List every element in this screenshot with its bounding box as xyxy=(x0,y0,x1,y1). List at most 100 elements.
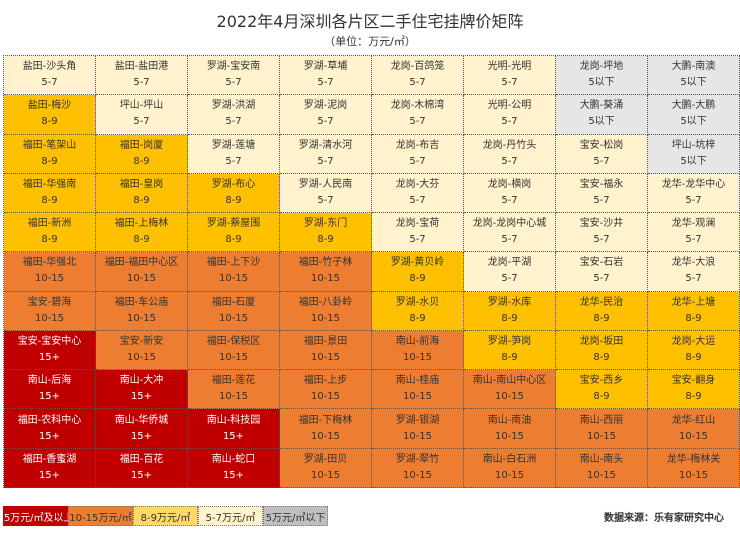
matrix-cell: 福田-八卦岭 10-15 xyxy=(280,291,372,331)
cell-area-name: 宝安-松岗 xyxy=(579,139,624,151)
cell-area-name: 宝安-新安 xyxy=(119,336,164,348)
cell-area-name: 福田-岗厦 xyxy=(119,139,164,151)
cell-price-range: 10-15 xyxy=(34,273,65,285)
cell-price-range: 10-15 xyxy=(494,391,525,403)
matrix-cell: 龙华-大浪 5-7 xyxy=(648,252,740,292)
cell-area-name: 南山-后海 xyxy=(27,375,72,387)
cell-area-name: 南山-南山中心区 xyxy=(472,375,547,387)
cell-area-name: 罗湖-洪湖 xyxy=(211,100,256,112)
price-matrix: 盐田-沙头角 5-7 盐田-盐田港 5-7 罗湖-宝安南 5-7 罗湖-草埔 5-7 龙岗-百鸽… xyxy=(3,55,740,488)
matrix-cell: 大鹏-葵涌 5以下 xyxy=(556,95,648,135)
matrix-cell: 坪山-坑梓 5以下 xyxy=(648,134,740,174)
cell-price-range: 5-7 xyxy=(501,116,518,128)
matrix-cell: 龙岗-坪地 5以下 xyxy=(556,56,648,96)
cell-price-range: 5-7 xyxy=(317,155,334,167)
matrix-cell: 大鹏-南澳 5以下 xyxy=(648,56,740,96)
cell-price-range: 8-9 xyxy=(41,234,58,246)
cell-area-name: 南山-前海 xyxy=(395,336,440,348)
cell-area-name: 罗湖-黄贝岭 xyxy=(390,257,445,269)
matrix-cell: 龙岗-丹竹头 5-7 xyxy=(464,134,556,174)
matrix-cell: 龙岗-宝荷 5-7 xyxy=(372,213,464,253)
matrix-cell: 罗湖-泥岗 5-7 xyxy=(280,95,372,135)
cell-area-name: 罗湖-东门 xyxy=(303,218,348,230)
matrix-cell: 福田-岗厦 8-9 xyxy=(96,134,188,174)
cell-area-name: 福田-华强南 xyxy=(22,178,77,190)
cell-area-name: 福田-新洲 xyxy=(27,218,72,230)
cell-price-range: 5-7 xyxy=(317,194,334,206)
cell-area-name: 罗湖-草埔 xyxy=(303,61,348,73)
matrix-cell: 龙华-梅林关 10-15 xyxy=(648,448,740,488)
cell-price-range: 15+ xyxy=(38,352,61,364)
cell-price-range: 8-9 xyxy=(133,194,150,206)
cell-price-range: 5-7 xyxy=(593,155,610,167)
cell-price-range: 8-9 xyxy=(593,352,610,364)
matrix-cell: 罗湖-莲塘 5-7 xyxy=(188,134,280,174)
matrix-cell: 宝安-西乡 8-9 xyxy=(556,370,648,410)
matrix-cell: 坪山-坪山 5-7 xyxy=(96,95,188,135)
cell-area-name: 罗湖-田贝 xyxy=(303,453,348,465)
cell-price-range: 5-7 xyxy=(501,234,518,246)
cell-price-range: 5-7 xyxy=(41,77,58,89)
matrix-cell: 南山-大冲 15+ xyxy=(96,370,188,410)
cell-area-name: 福田-保税区 xyxy=(206,336,261,348)
cell-area-name: 罗湖-水贝 xyxy=(395,296,440,308)
matrix-cell: 福田-新洲 8-9 xyxy=(4,213,96,253)
cell-area-name: 南山-科技园 xyxy=(206,414,261,426)
matrix-cell: 罗湖-人民南 5-7 xyxy=(280,173,372,214)
matrix-cell: 福田-车公庙 10-15 xyxy=(96,291,188,331)
cell-area-name: 龙岗-木棉湾 xyxy=(390,100,445,112)
matrix-cell: 罗湖-宝安南 5-7 xyxy=(188,56,280,96)
cell-area-name: 罗湖-泥岗 xyxy=(303,100,348,112)
cell-area-name: 福田-石厦 xyxy=(211,296,256,308)
cell-price-range: 5以下 xyxy=(680,77,707,89)
cell-area-name: 龙华-民治 xyxy=(579,296,624,308)
matrix-cell: 龙岗-百鸽笼 5-7 xyxy=(372,56,464,96)
cell-price-range: 10-15 xyxy=(218,273,249,285)
cell-price-range: 15+ xyxy=(130,430,153,442)
cell-price-range: 10-15 xyxy=(494,469,525,481)
matrix-cell: 罗湖-翠竹 10-15 xyxy=(372,448,464,488)
matrix-cell: 福田-下梅林 10-15 xyxy=(280,409,372,449)
cell-price-range: 5-7 xyxy=(501,194,518,206)
cell-price-range: 15+ xyxy=(130,391,153,403)
cell-price-range: 10-15 xyxy=(586,469,617,481)
matrix-cell: 罗湖-草埔 5-7 xyxy=(280,56,372,96)
matrix-cell: 南山-西丽 10-15 xyxy=(556,409,648,449)
cell-area-name: 罗湖-水库 xyxy=(487,296,532,308)
legend-below-5: 5万元/㎡以下 xyxy=(263,506,328,526)
cell-price-range: 5-7 xyxy=(409,155,426,167)
legend-8-9: 8-9万元/㎡ xyxy=(133,506,198,526)
cell-price-range: 10-15 xyxy=(402,469,433,481)
matrix-cell: 福田-景田 10-15 xyxy=(280,330,372,371)
matrix-cell: 宝安-松岗 5-7 xyxy=(556,134,648,174)
cell-area-name: 龙华-观澜 xyxy=(671,218,716,230)
chart-title: 2022年4月深圳各片区二手住宅挂牌价矩阵 xyxy=(216,12,524,31)
matrix-cell: 大鹏-大鹏 5以下 xyxy=(648,95,740,135)
cell-price-range: 15+ xyxy=(38,469,61,481)
cell-area-name: 龙岗-布吉 xyxy=(395,139,440,151)
matrix-cell: 宝安-翻身 8-9 xyxy=(648,370,740,410)
cell-area-name: 南山-白石洲 xyxy=(482,453,537,465)
matrix-cell: 南山-桂庙 10-15 xyxy=(372,370,464,410)
cell-price-range: 8-9 xyxy=(409,273,426,285)
cell-area-name: 龙岗-横岗 xyxy=(487,178,532,190)
matrix-cell: 宝安-福永 5-7 xyxy=(556,173,648,214)
cell-area-name: 南山-华侨城 xyxy=(114,414,169,426)
matrix-cell: 南山-白石洲 10-15 xyxy=(464,448,556,488)
matrix-cell: 龙华-龙华中心 5-7 xyxy=(648,173,740,214)
matrix-cell: 罗湖-笋岗 8-9 xyxy=(464,330,556,371)
cell-area-name: 福田-农科中心 xyxy=(17,414,82,426)
matrix-cell: 福田-石厦 10-15 xyxy=(188,291,280,331)
matrix-cell: 南山-南山中心区 10-15 xyxy=(464,370,556,410)
matrix-cell: 福田-上梅林 8-9 xyxy=(96,213,188,253)
cell-price-range: 5-7 xyxy=(593,234,610,246)
matrix-cell: 盐田-梅沙 8-9 xyxy=(4,95,96,135)
cell-price-range: 8-9 xyxy=(41,116,58,128)
cell-area-name: 龙岗-大芬 xyxy=(395,178,440,190)
matrix-cell: 龙岗-横岗 5-7 xyxy=(464,173,556,214)
cell-price-range: 5-7 xyxy=(409,234,426,246)
cell-area-name: 宝安-石岩 xyxy=(579,257,624,269)
cell-area-name: 光明-光明 xyxy=(487,61,532,73)
cell-price-range: 5以下 xyxy=(680,116,707,128)
matrix-cell: 龙华-红山 10-15 xyxy=(648,409,740,449)
